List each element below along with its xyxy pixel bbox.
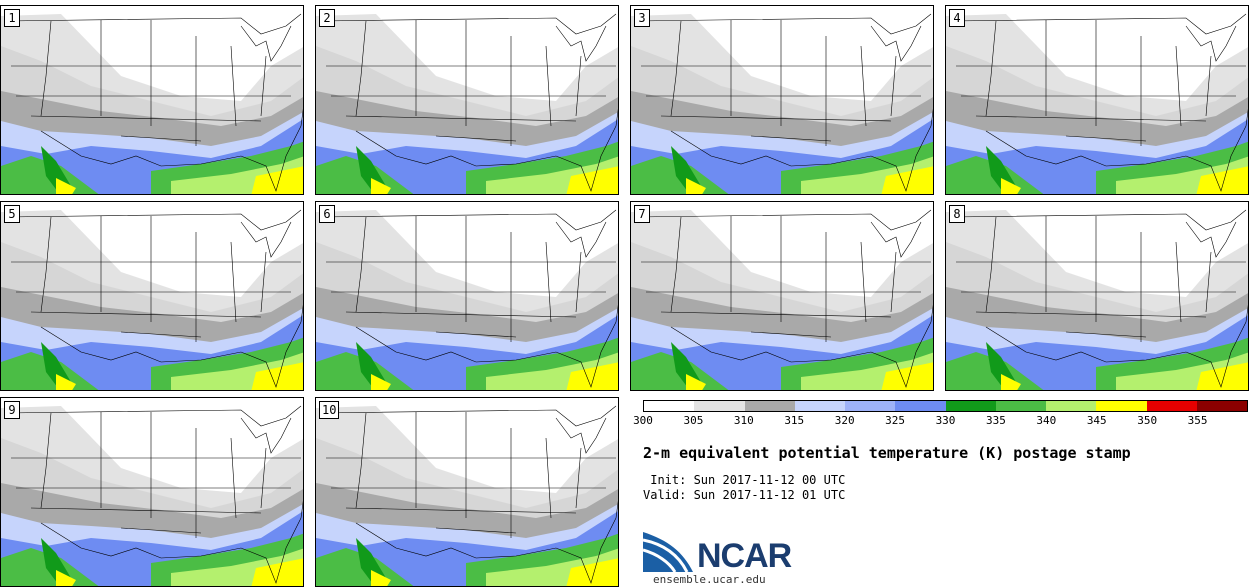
map-9: [1, 398, 304, 587]
map-8: [946, 202, 1249, 391]
colorbar-swatch-4: [845, 401, 896, 411]
colorbar-swatch-3: [794, 401, 845, 411]
colorbar-tick-label: 350: [1137, 414, 1158, 427]
ensemble-member-panel-1: 1: [0, 5, 304, 195]
ensemble-member-panel-10: 10: [315, 397, 619, 587]
member-label: 5: [4, 205, 20, 223]
colorbar-swatch-1: [694, 401, 745, 411]
map-1: [1, 6, 304, 195]
map-6: [316, 202, 619, 391]
colorbar-tick-label: 310: [733, 414, 754, 427]
init-time: Init: Sun 2017-11-12 00 UTC: [643, 473, 846, 487]
member-label: 10: [319, 401, 340, 419]
colorbar-swatch-7: [995, 401, 1046, 411]
colorbar-swatch-0: [644, 401, 695, 411]
member-label: 7: [634, 205, 650, 223]
colorbar-tick-label: 345: [1086, 414, 1107, 427]
site-url: ensemble.ucar.edu: [653, 573, 766, 586]
member-label: 6: [319, 205, 335, 223]
map-10: [316, 398, 619, 587]
map-3: [631, 6, 934, 195]
colorbar-swatch-8: [1046, 401, 1097, 411]
member-label: 2: [319, 9, 335, 27]
ensemble-member-panel-4: 4: [945, 5, 1249, 195]
colorbar-tick-label: 300: [633, 414, 653, 427]
ensemble-member-panel-5: 5: [0, 201, 304, 391]
colorbar-swatch-11: [1196, 401, 1247, 411]
colorbar-tick-label: 325: [885, 414, 906, 427]
colorbar-swatch-6: [945, 401, 996, 411]
valid-time: Valid: Sun 2017-11-12 01 UTC: [643, 488, 846, 502]
map-7: [631, 202, 934, 391]
colorbar-ticks: 300 305 310 315 320 325 330 335 340 345 350 355: [633, 414, 1248, 430]
colorbar-tick-label: 355: [1187, 414, 1208, 427]
map-4: [946, 6, 1249, 195]
member-label: 8: [949, 205, 965, 223]
colorbar: [643, 400, 1248, 412]
member-label: 4: [949, 9, 965, 27]
colorbar-tick-label: 330: [935, 414, 956, 427]
ensemble-member-panel-2: 2: [315, 5, 619, 195]
ncar-logo-text: NCAR: [697, 537, 792, 575]
map-2: [316, 6, 619, 195]
map-5: [1, 202, 304, 391]
colorbar-swatch-2: [744, 401, 795, 411]
ensemble-member-panel-9: 9: [0, 397, 304, 587]
colorbar-swatch-10: [1146, 401, 1197, 411]
chart-title: 2-m equivalent potential temperature (K)…: [643, 444, 1131, 462]
colorbar-tick-label: 335: [985, 414, 1006, 427]
ensemble-member-panel-6: 6: [315, 201, 619, 391]
member-label: 3: [634, 9, 650, 27]
ensemble-member-panel-8: 8: [945, 201, 1249, 391]
colorbar-tick-label: 340: [1036, 414, 1057, 427]
ensemble-member-panel-3: 3: [630, 5, 934, 195]
ensemble-member-panel-7: 7: [630, 201, 934, 391]
colorbar-tick-label: 315: [784, 414, 805, 427]
ncar-logo-icon: [643, 532, 693, 572]
colorbar-swatch-5: [895, 401, 946, 411]
colorbar-swatch-9: [1096, 401, 1147, 411]
member-label: 1: [4, 9, 20, 27]
member-label: 9: [4, 401, 20, 419]
colorbar-tick-label: 305: [683, 414, 704, 427]
colorbar-tick-label: 320: [834, 414, 855, 427]
